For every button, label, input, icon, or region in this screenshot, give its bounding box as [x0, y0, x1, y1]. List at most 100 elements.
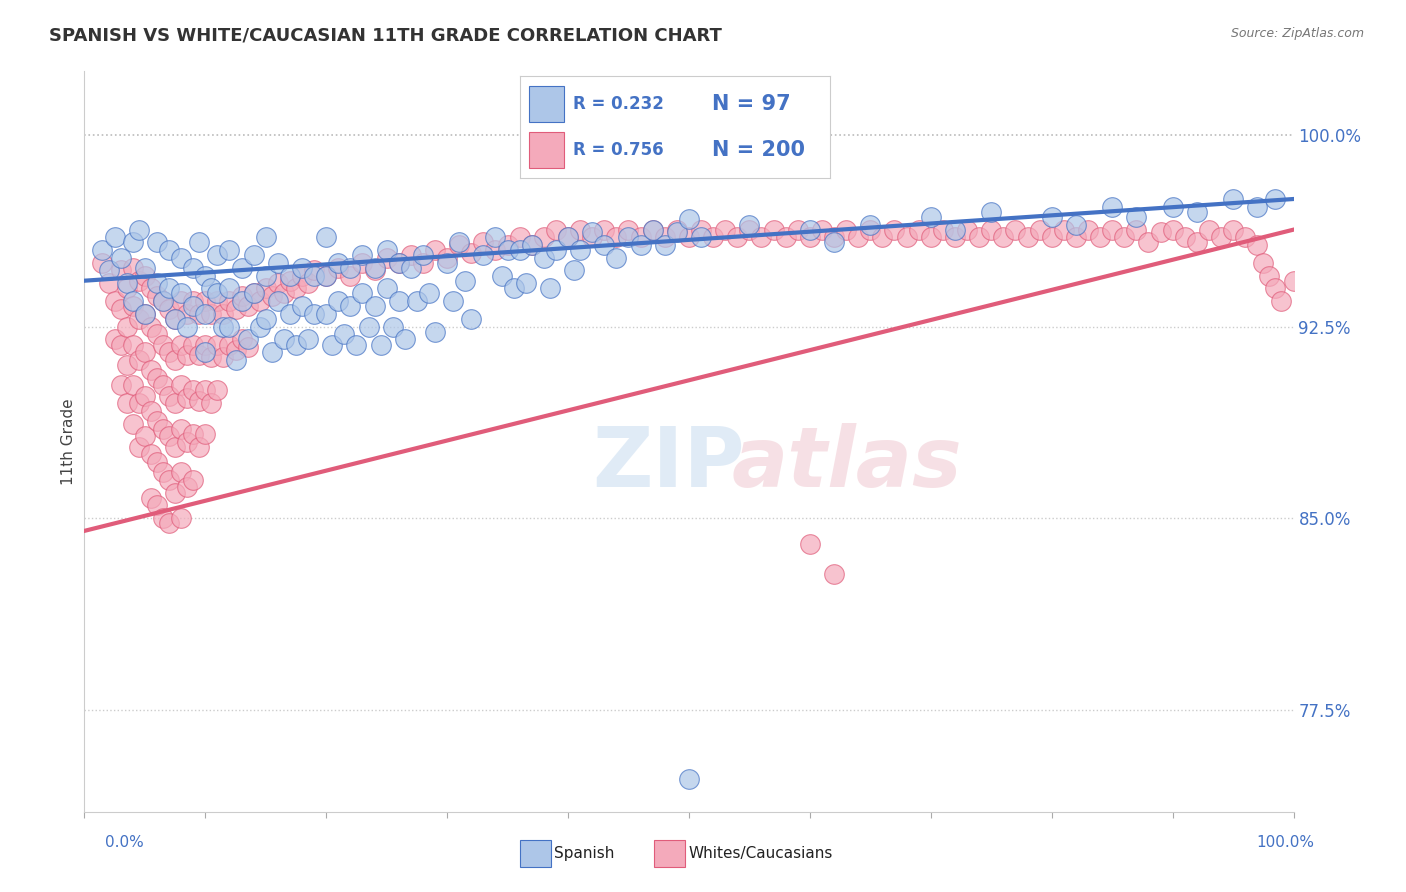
Point — [188, 440, 211, 454]
Point — [533, 251, 555, 265]
Point — [557, 230, 579, 244]
Point — [110, 378, 132, 392]
Point — [1053, 222, 1076, 236]
Point — [751, 230, 773, 244]
Point — [799, 536, 821, 550]
Point — [139, 281, 162, 295]
Point — [346, 337, 368, 351]
Point — [1028, 222, 1050, 236]
Point — [194, 307, 217, 321]
Point — [617, 222, 640, 236]
Text: SPANISH VS WHITE/CAUCASIAN 11TH GRADE CORRELATION CHART: SPANISH VS WHITE/CAUCASIAN 11TH GRADE CO… — [49, 27, 723, 45]
Point — [254, 230, 277, 244]
Point — [1149, 225, 1171, 239]
Point — [786, 222, 808, 236]
Point — [267, 277, 290, 291]
Point — [641, 222, 664, 236]
Point — [146, 414, 169, 428]
Point — [569, 243, 592, 257]
Point — [115, 396, 138, 410]
Point — [363, 260, 385, 275]
Point — [775, 230, 797, 244]
Point — [200, 307, 222, 321]
Point — [502, 281, 524, 295]
Point — [1185, 204, 1208, 219]
Point — [920, 230, 942, 244]
Point — [200, 281, 222, 295]
Point — [1137, 235, 1160, 250]
Point — [1258, 268, 1281, 283]
Point — [315, 268, 337, 283]
Point — [569, 222, 592, 236]
Point — [352, 256, 374, 270]
Point — [165, 440, 187, 454]
Point — [967, 230, 990, 244]
Point — [146, 277, 169, 291]
Point — [617, 230, 640, 244]
Point — [157, 281, 180, 295]
Point — [225, 301, 247, 316]
Point — [121, 378, 143, 392]
Point — [176, 348, 198, 362]
Point — [218, 243, 240, 257]
Point — [1077, 222, 1099, 236]
Point — [207, 384, 229, 398]
Point — [328, 256, 350, 270]
Point — [406, 294, 429, 309]
Point — [907, 222, 929, 236]
Point — [496, 243, 519, 257]
Point — [146, 327, 169, 342]
Point — [146, 289, 169, 303]
Point — [509, 243, 531, 257]
Point — [605, 251, 627, 265]
Point — [128, 352, 150, 367]
Point — [1040, 230, 1063, 244]
Text: R = 0.232: R = 0.232 — [572, 95, 664, 112]
Point — [333, 327, 356, 342]
Point — [128, 396, 150, 410]
Point — [121, 337, 143, 351]
Point — [678, 772, 700, 786]
Point — [520, 238, 543, 252]
Point — [859, 222, 882, 236]
Point — [170, 251, 193, 265]
Point — [1125, 210, 1147, 224]
Point — [249, 294, 271, 309]
Point — [399, 260, 422, 275]
Text: Whites/Caucasians: Whites/Caucasians — [689, 847, 834, 861]
Point — [375, 281, 398, 295]
Point — [207, 337, 229, 351]
Point — [423, 325, 446, 339]
Point — [799, 230, 821, 244]
Point — [605, 230, 627, 244]
Point — [423, 243, 446, 257]
Point — [115, 358, 138, 372]
Point — [146, 499, 169, 513]
Point — [165, 485, 187, 500]
Point — [399, 248, 422, 262]
Point — [110, 301, 132, 316]
Point — [1161, 222, 1184, 236]
Point — [823, 230, 845, 244]
Point — [110, 263, 132, 277]
Text: N = 97: N = 97 — [711, 94, 790, 113]
Point — [104, 230, 127, 244]
Point — [181, 384, 204, 398]
Point — [823, 235, 845, 250]
Point — [291, 260, 314, 275]
Point — [165, 352, 187, 367]
Point — [121, 294, 143, 309]
Point — [328, 294, 350, 309]
Text: 0.0%: 0.0% — [105, 836, 145, 850]
Point — [665, 225, 688, 239]
Point — [654, 238, 676, 252]
Point — [630, 230, 652, 244]
Point — [104, 333, 127, 347]
Point — [1064, 230, 1087, 244]
Point — [128, 440, 150, 454]
Point — [188, 307, 211, 321]
Point — [1209, 230, 1232, 244]
Point — [194, 345, 217, 359]
Point — [484, 243, 506, 257]
Point — [200, 351, 222, 365]
